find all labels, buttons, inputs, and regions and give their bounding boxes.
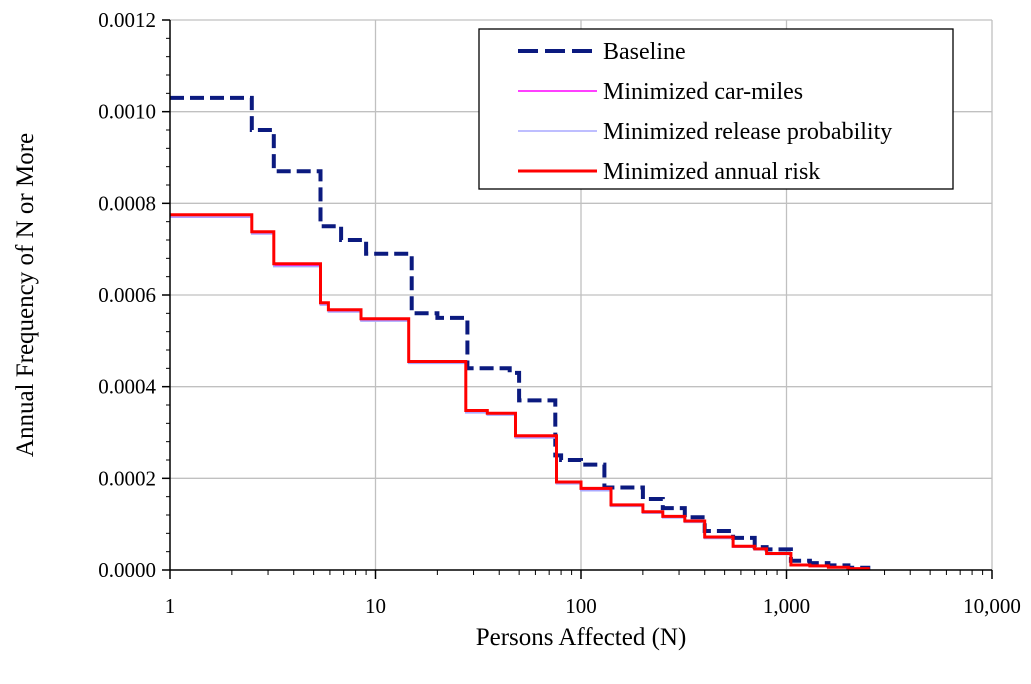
series-line-1 bbox=[170, 95, 871, 570]
axes bbox=[162, 19, 993, 579]
x-axis-title: Persons Affected (N) bbox=[476, 624, 687, 651]
x-tick-label: 10 bbox=[365, 594, 386, 618]
y-tick-label: 0.0006 bbox=[98, 283, 156, 307]
tick-labels: 0.0000 0.0002 0.0004 0.0006 0.0008 0.0010 0.00… bbox=[98, 8, 1021, 618]
y-axis-title: Annual Frequency of N or More bbox=[12, 133, 39, 457]
x-tick-label: 100 bbox=[565, 594, 597, 618]
y-tick-label: 0.0008 bbox=[98, 191, 156, 215]
x-tick-label: 10,000 bbox=[963, 594, 1021, 618]
y-tick-label: 0.0000 bbox=[98, 558, 156, 582]
series-line-4 bbox=[170, 213, 870, 571]
y-tick-label: 0.0010 bbox=[98, 100, 156, 124]
y-tick-label: 0.0012 bbox=[98, 8, 156, 32]
legend-label-4: Minimized annual risk bbox=[603, 159, 820, 185]
y-tick-label: 0.0004 bbox=[98, 375, 156, 399]
legend-label-2: Minimized car-miles bbox=[603, 79, 803, 105]
x-tick-label: 1,000 bbox=[763, 594, 810, 618]
legend-box bbox=[478, 28, 954, 190]
series-layer bbox=[170, 95, 871, 571]
legend: Baseline Minimized car-miles Minimized rel… bbox=[478, 28, 954, 190]
y-tick-label: 0.0002 bbox=[98, 466, 156, 490]
legend-label-1: Baseline bbox=[603, 39, 686, 65]
x-tick-label: 1 bbox=[165, 594, 176, 618]
legend-label-3: Minimized release probability bbox=[603, 119, 892, 145]
